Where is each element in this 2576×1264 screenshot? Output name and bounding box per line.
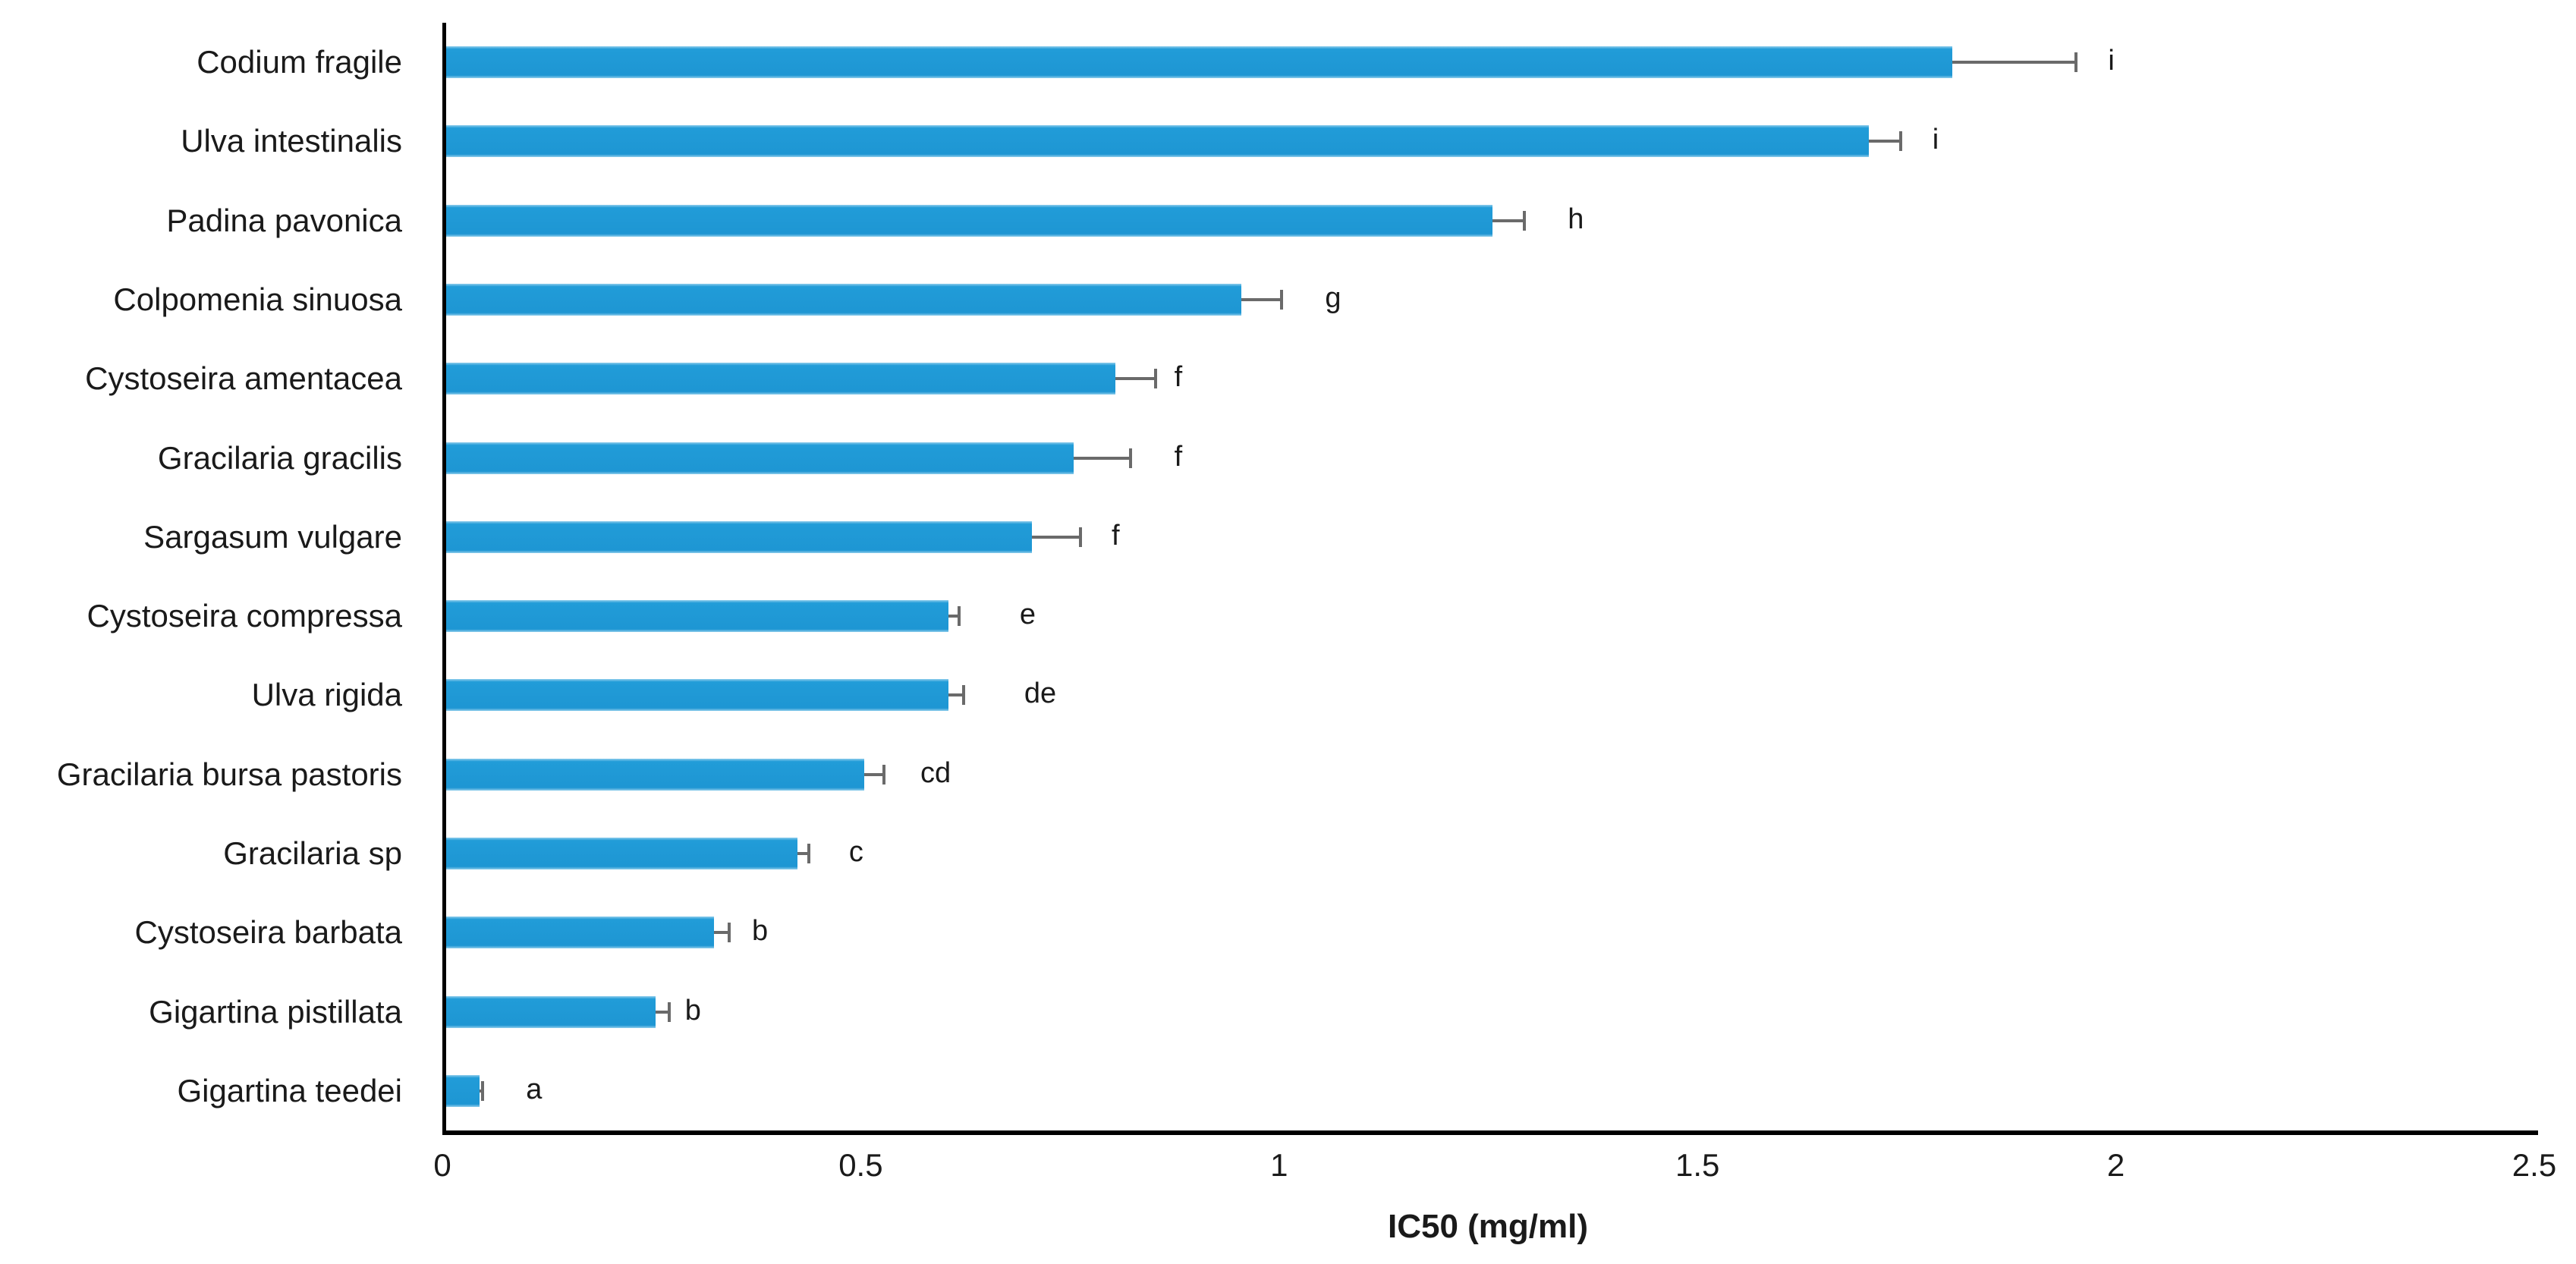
error-bar-cap (2074, 52, 2078, 73)
x-axis-title: IC50 (mg/ml) (1387, 1208, 1589, 1245)
category-label: Gracilaria gracilis (157, 439, 402, 476)
bar (446, 125, 1869, 158)
significance-letter: f (1111, 519, 1120, 552)
bar (446, 204, 1492, 237)
error-bar-cap (958, 606, 961, 627)
x-tick-label: 0 (433, 1147, 451, 1183)
significance-letter: f (1174, 440, 1183, 473)
error-bar-cap (807, 843, 810, 863)
bar-row: b (446, 972, 2538, 1051)
significance-letter: h (1568, 203, 1584, 235)
category-label: Cystoseira compressa (86, 598, 402, 634)
bar (446, 283, 1241, 316)
error-bar-line (1031, 535, 1083, 539)
significance-letter: de (1024, 678, 1057, 710)
x-tick-label: 1 (1270, 1147, 1288, 1183)
error-bar-line (1115, 377, 1158, 381)
category-label: Gracilaria sp (223, 835, 402, 871)
bar-row: f (446, 498, 2538, 577)
error-bar-line (948, 615, 961, 618)
category-label: Cystoseira barbata (134, 914, 402, 951)
error-bar-cap (882, 764, 885, 784)
error-bar-line (1074, 456, 1133, 460)
significance-letter: f (1174, 361, 1183, 394)
category-label: Sargasum vulgare (143, 518, 402, 555)
bar-row: i (446, 102, 2538, 181)
error-bar-line (948, 693, 965, 697)
bar-row: cd (446, 735, 2538, 814)
error-bar-line (1492, 219, 1526, 222)
error-bar-cap (667, 1001, 671, 1022)
error-bar-cap (1522, 210, 1526, 231)
bar-row: f (446, 418, 2538, 497)
bar (446, 600, 948, 633)
significance-letter: c (848, 835, 863, 868)
significance-letter: b (684, 994, 701, 1027)
x-tick-label: 2 (2106, 1147, 2125, 1183)
error-bar-cap (1279, 289, 1283, 310)
bar-row: b (446, 893, 2538, 972)
significance-letter: i (1932, 124, 1939, 156)
category-label: Gigartina teedei (177, 1072, 402, 1108)
significance-letter: a (526, 1073, 543, 1105)
category-label: Cystoseira amentacea (85, 360, 402, 397)
bar-rows: i i h g f f f e de cd c b b a (446, 23, 2538, 1130)
significance-letter: i (2108, 44, 2115, 77)
bar-row: g (446, 260, 2538, 339)
bar-row: de (446, 656, 2538, 734)
error-bar-cap (1079, 527, 1083, 547)
error-bar-cap (1129, 448, 1133, 468)
bar-row: a (446, 1052, 2538, 1130)
category-label: Gigartina pistillata (149, 993, 402, 1030)
x-tick-label: 0.5 (838, 1147, 883, 1183)
error-bar-line (1952, 61, 2078, 64)
bar (446, 679, 948, 712)
bar (446, 363, 1116, 395)
bar (446, 520, 1032, 553)
error-bar-cap (480, 1080, 484, 1101)
significance-letter: g (1325, 281, 1341, 314)
category-label: Codium fragile (197, 44, 402, 80)
bar (446, 442, 1074, 474)
bar (446, 917, 714, 949)
bar-row: e (446, 577, 2538, 656)
error-bar-cap (1154, 369, 1158, 389)
bar (446, 46, 1953, 79)
category-label: Ulva rigida (251, 677, 402, 713)
error-bar-line (1868, 140, 1902, 143)
error-bar-line (1241, 297, 1283, 301)
x-tick-label: 1.5 (1675, 1147, 1720, 1183)
bar-row: h (446, 181, 2538, 260)
error-bar-cap (961, 685, 965, 706)
bar (446, 995, 656, 1028)
error-bar-cap (727, 923, 731, 943)
category-label: Colpomenia sinuosa (113, 281, 402, 317)
significance-letter: b (751, 915, 769, 948)
error-bar-line (864, 772, 885, 776)
bar-row: i (446, 23, 2538, 102)
category-label: Ulva intestinalis (181, 123, 402, 159)
error-bar-line (797, 851, 810, 855)
category-label: Padina pavonica (166, 202, 402, 238)
error-bar-line (655, 1010, 671, 1014)
significance-letter: cd (920, 756, 951, 789)
significance-letter: e (1019, 598, 1036, 630)
x-axis-tick-labels: 0 0.5 1 1.5 2 2.5 (433, 1147, 2556, 1193)
bar (446, 758, 865, 791)
y-axis-category-labels: Codium fragile Ulva intestinalis Padina pa… (0, 23, 422, 1130)
bar (446, 837, 798, 869)
error-bar-line (713, 931, 731, 935)
category-label: Gracilaria bursa pastoris (56, 756, 402, 792)
bar (446, 1074, 480, 1107)
bar-row: f (446, 339, 2538, 418)
x-tick-label: 2.5 (2512, 1147, 2557, 1183)
error-bar-cap (1898, 131, 1902, 152)
plot-area: i i h g f f f e de cd c b b a (442, 23, 2538, 1135)
bar-row: c (446, 814, 2538, 893)
